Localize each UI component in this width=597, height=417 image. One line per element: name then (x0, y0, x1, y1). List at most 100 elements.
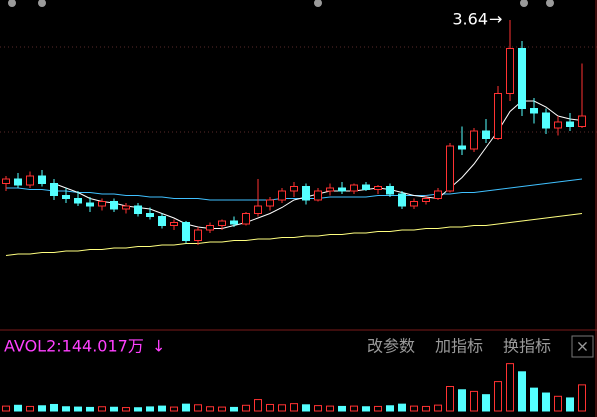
volume-bar (86, 406, 94, 412)
volume-bar (302, 404, 310, 412)
candle-body (386, 186, 394, 195)
volume-bar (374, 405, 382, 412)
volume-bar (158, 405, 166, 412)
candle-body (398, 193, 406, 207)
volume-bar (566, 397, 574, 412)
candle-body (578, 115, 586, 127)
candle-body (38, 175, 46, 184)
candle-body (194, 229, 202, 241)
close-box[interactable] (571, 335, 594, 358)
candle-body (62, 195, 70, 199)
candle-body (350, 184, 358, 192)
volume-bar (290, 403, 298, 412)
volume-bar (518, 371, 526, 412)
candle-body (302, 186, 310, 201)
volume-bar (170, 406, 178, 412)
candle-body (290, 186, 298, 192)
candle-body (518, 48, 526, 109)
candle-body (374, 186, 382, 190)
peak-label: 3.64 (452, 10, 488, 29)
header-icons (8, 0, 554, 7)
toolbar-button[interactable]: 换指标 (503, 337, 551, 356)
candle-body (230, 220, 238, 225)
icon (314, 0, 322, 7)
candle-body (314, 190, 322, 201)
volume-bar (314, 405, 322, 412)
volume-bar (434, 404, 442, 412)
moving-average-line (6, 178, 583, 201)
volume-bar (242, 404, 250, 412)
volume-bar (446, 386, 454, 412)
volume-bar (182, 403, 190, 412)
volume-bar (26, 405, 34, 412)
volume-bar (398, 403, 406, 412)
volume-bar (386, 405, 394, 412)
volume-bar (338, 405, 346, 412)
candle-body (362, 184, 370, 190)
volume-bar (254, 399, 262, 412)
candle-body (158, 216, 166, 226)
candle-body (26, 175, 34, 186)
candle-body (170, 222, 178, 226)
moving-average-line (5, 213, 583, 256)
peak-arrow: → (489, 10, 502, 29)
candle-body (554, 121, 562, 129)
candle-body (566, 121, 574, 127)
volume-bar (494, 381, 502, 412)
candle-body (254, 205, 262, 214)
volume-bar (266, 403, 274, 412)
candle-body (410, 201, 418, 207)
candle-body (266, 199, 274, 207)
volume-bar (74, 406, 82, 412)
volume-bar (38, 405, 46, 412)
candle-body (542, 112, 550, 129)
candle-body (134, 205, 142, 214)
candle-body (446, 145, 454, 192)
volume-bar (482, 394, 490, 412)
volume-bar (278, 404, 286, 412)
indicator-arrow: ↓ (152, 337, 165, 356)
candle-body (182, 222, 190, 241)
candle-body (74, 198, 82, 204)
volume-bar (206, 406, 214, 412)
volume-bar (410, 405, 418, 412)
volume-bar (530, 387, 538, 412)
icon (8, 0, 16, 7)
candle-body (2, 178, 10, 184)
candle-body (434, 190, 442, 199)
candle-body (470, 130, 478, 150)
close-button[interactable]: × (576, 337, 589, 356)
volume-bar (458, 389, 466, 412)
candle-body (506, 48, 514, 94)
volume-bar (14, 404, 22, 412)
candle-body (146, 213, 154, 217)
volume-bar (470, 390, 478, 412)
volume-bar (578, 384, 586, 412)
candle-body (422, 198, 430, 202)
toolbar-button[interactable]: 改参数 (367, 337, 415, 356)
icon (520, 0, 528, 7)
icon (546, 0, 554, 7)
volume-bar (134, 407, 142, 412)
candle-body (110, 201, 118, 210)
volume-bar (542, 392, 550, 412)
volume-bar (326, 405, 334, 412)
candle-body (206, 225, 214, 231)
candle-body (458, 145, 466, 150)
candle-body (50, 183, 58, 196)
volume-bar (218, 406, 226, 412)
volume-bar (98, 406, 106, 412)
toolbar-button[interactable]: 加指标 (435, 337, 483, 356)
candle-body (14, 178, 22, 186)
candle-body (530, 108, 538, 114)
volume-bar (230, 406, 238, 412)
volume-bar (194, 404, 202, 412)
volume-bar (110, 406, 118, 412)
volume-bar (50, 403, 58, 412)
candle-body (122, 205, 130, 210)
candle-body (494, 93, 502, 139)
candle-body (278, 190, 286, 201)
candle-body (326, 187, 334, 192)
